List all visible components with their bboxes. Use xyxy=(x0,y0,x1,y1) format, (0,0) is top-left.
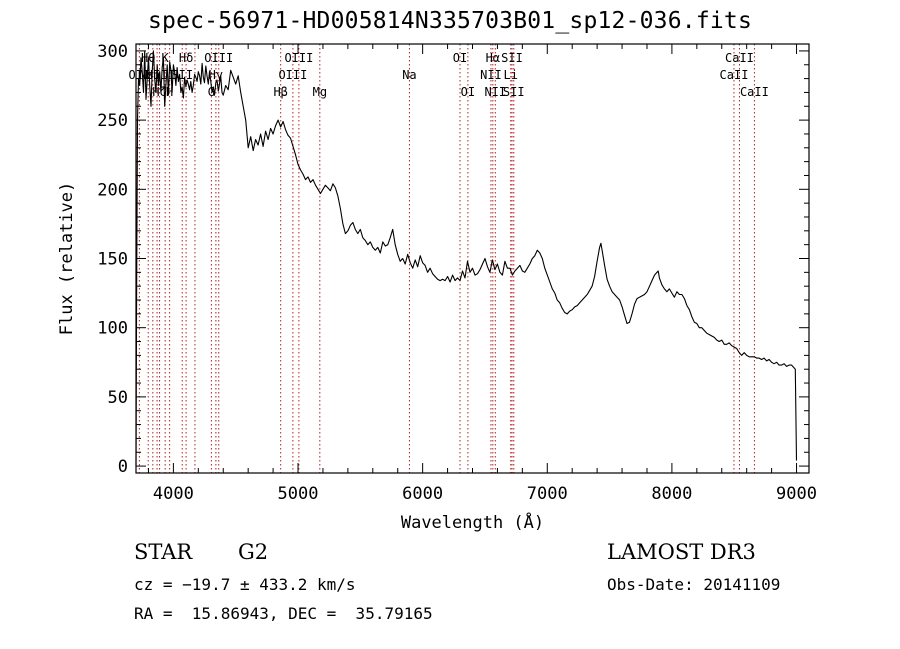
plot-frame xyxy=(135,43,810,474)
line-marker-label: CaII xyxy=(740,85,769,99)
spectrum-line xyxy=(135,50,798,467)
velocity-readout: cz = −19.7 ± 433.2 km/s xyxy=(134,575,356,594)
object-class: STAR xyxy=(134,540,193,564)
y-axis-label: Flux (relative) xyxy=(57,182,77,336)
x-tick-label: 8000 xyxy=(651,484,692,504)
x-tick-label: 4000 xyxy=(153,484,194,504)
x-tick-label: 7000 xyxy=(527,484,568,504)
line-marker-label: Hα xyxy=(486,51,500,65)
line-marker-label: OI xyxy=(461,85,475,99)
y-tick-label: 0 xyxy=(118,457,128,477)
line-marker-label: NII xyxy=(480,68,502,82)
x-tick-label: 6000 xyxy=(402,484,443,504)
line-marker-label: OIII xyxy=(284,51,313,65)
line-marker-label: Li xyxy=(504,68,518,82)
line-marker-label: OIII xyxy=(278,68,307,82)
line-marker-label: H xyxy=(166,85,173,99)
y-tick-label: 300 xyxy=(97,42,128,62)
line-marker-label: G xyxy=(208,85,215,99)
line-marker-label: CaII xyxy=(725,51,754,65)
y-tick-label: 150 xyxy=(97,250,128,270)
line-marker-label: Na xyxy=(402,68,416,82)
line-marker-label: Hγ xyxy=(209,68,223,82)
line-marker-label: Mg xyxy=(313,85,327,99)
y-tick-label: 50 xyxy=(108,388,128,408)
y-tick-label: 100 xyxy=(97,319,128,339)
line-marker-label: Hδ xyxy=(179,51,193,65)
line-marker-label: OI xyxy=(453,51,467,65)
spectral-subclass: G2 xyxy=(238,540,269,564)
y-tick-label: 250 xyxy=(97,111,128,131)
y-tick-label: 200 xyxy=(97,180,128,200)
x-axis-label: Wavelength (Å) xyxy=(401,511,544,533)
line-marker-label: SII xyxy=(501,51,523,65)
coordinates-readout: RA = 15.86943, DEC = 35.79165 xyxy=(134,604,433,623)
line-marker-label: OIII xyxy=(204,51,233,65)
x-tick-label: 5000 xyxy=(278,484,319,504)
line-marker-label: NII xyxy=(484,85,506,99)
survey-label: LAMOST DR3 xyxy=(607,540,756,564)
line-marker-label: CaII xyxy=(720,68,749,82)
line-marker-label: Hβ xyxy=(273,85,287,99)
chart-title: spec-56971-HD005814N335703B01_sp12-036.f… xyxy=(147,8,753,34)
line-marker-label: K xyxy=(162,51,170,65)
line-marker-label: SII xyxy=(503,85,525,99)
x-tick-label: 9000 xyxy=(776,484,817,504)
obs-date: Obs-Date: 20141109 xyxy=(607,575,781,594)
